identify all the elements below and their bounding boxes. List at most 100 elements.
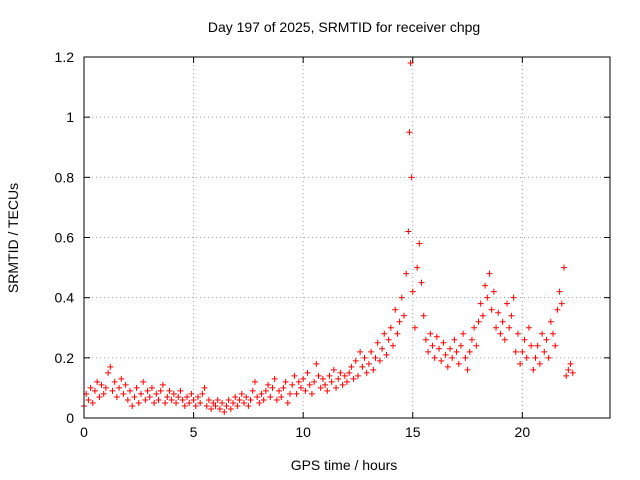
data-point [333,384,340,391]
data-point [173,399,180,406]
data-point [295,378,302,385]
data-point [341,372,348,379]
data-point [392,306,399,313]
data-point [269,384,276,391]
data-point [122,381,129,388]
y-tick-label: 0.4 [55,290,75,306]
data-point [409,288,416,295]
data-point [306,381,313,388]
data-point [96,393,103,400]
data-point [344,378,350,385]
data-point [232,393,239,400]
data-point [276,387,283,394]
y-axis-label: SRMTID / TECUs [5,183,21,293]
data-point [267,393,274,400]
data-point [142,396,149,403]
data-point [503,300,510,307]
data-point [319,375,326,382]
data-point [289,381,296,388]
data-point [490,288,497,295]
data-point [468,336,475,343]
data-point [208,405,215,412]
data-point [271,375,278,382]
data-point [236,396,243,403]
data-point [113,393,120,400]
data-point [563,372,570,379]
data-point [280,384,287,391]
data-point [203,402,210,409]
data-point [550,330,557,337]
data-point [155,396,162,403]
data-point [449,354,456,361]
data-point [352,357,359,364]
data-point [406,129,413,136]
data-point [118,375,125,382]
data-point [219,399,226,406]
data-point [457,342,464,349]
data-point [137,390,144,397]
data-point [243,393,250,400]
data-point [429,342,436,349]
data-point [348,363,355,370]
data-point [127,387,134,394]
data-point [528,342,535,349]
data-point [451,336,458,343]
data-point [168,396,175,403]
data-point [85,396,92,403]
data-point [387,324,394,331]
data-point [192,402,199,409]
data-point [416,240,423,247]
y-tick-label: 0.8 [55,169,75,185]
axis-ticks: 0 5 10 15 20 0 0.2 0.4 0.6 0.8 1 1.2 [55,49,610,440]
data-point [256,399,263,406]
data-point [265,381,272,388]
data-point [201,384,208,391]
data-point [477,300,484,307]
data-point [98,381,105,388]
data-point [245,402,252,409]
data-point [335,375,342,382]
data-point [322,381,329,388]
data-point [473,342,480,349]
y-tick-label: 0 [66,410,74,426]
data-point [346,369,353,376]
data-point [508,312,515,319]
data-point [304,369,311,376]
data-point [102,384,109,391]
data-point [431,354,438,361]
data-point [466,348,473,355]
data-point [227,405,234,412]
data-point [425,348,432,355]
data-point [105,369,112,376]
data-point [370,366,377,373]
data-point [506,324,513,331]
data-point [225,396,232,403]
data-point [190,396,197,403]
data-point [291,372,298,379]
data-point [539,330,546,337]
data-point [131,393,138,400]
data-point [427,330,434,337]
data-point [514,330,521,337]
data-point [140,378,147,385]
data-point [238,390,245,397]
data-point [251,378,258,385]
data-point [407,60,414,67]
data-point [135,399,142,406]
data-point [164,393,171,400]
data-point [153,390,160,397]
data-point [552,342,559,349]
data-point [94,378,101,385]
x-tick-label: 20 [515,424,531,440]
data-point [324,387,331,394]
data-point [486,270,493,277]
data-point [390,342,397,349]
data-point [422,336,429,343]
data-point [418,279,425,286]
chart-title: Day 197 of 2025, SRMTID for receiver chp… [208,19,480,35]
data-point [188,390,195,397]
data-point [293,390,300,397]
data-point [300,375,307,382]
data-point [199,390,206,397]
data-point [363,369,370,376]
